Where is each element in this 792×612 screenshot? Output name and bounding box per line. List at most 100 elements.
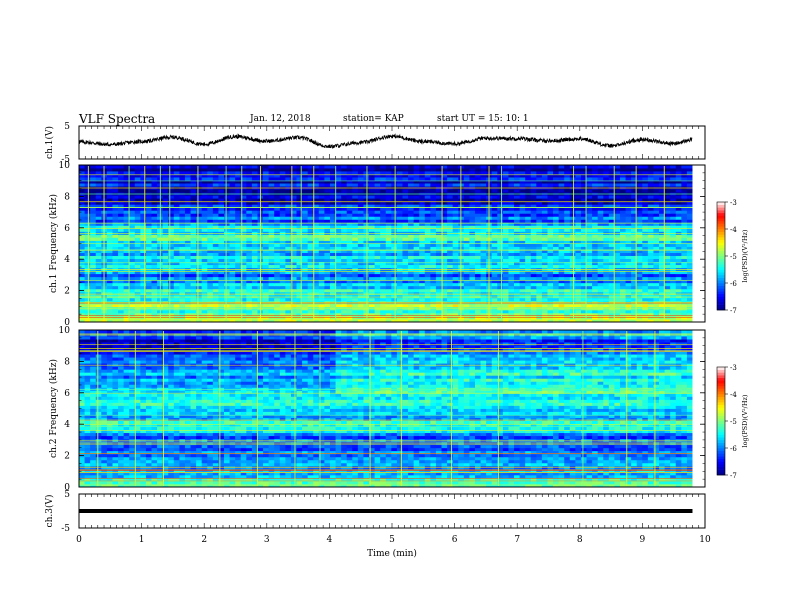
ch1-spectrogram-cell	[631, 198, 638, 202]
ch1-spectrogram-cell	[307, 258, 314, 263]
ch1-spectrogram-cell	[218, 312, 225, 317]
ch1-spectrogram-cell	[435, 228, 442, 232]
ch1-spectrogram-cell	[480, 294, 487, 299]
ch1-spectrogram-cell	[201, 252, 208, 256]
ch1-spectrogram-cell	[129, 312, 136, 317]
ch1-spectrogram-cell	[324, 273, 331, 278]
ch1-spectrogram-cell	[419, 243, 426, 247]
ch1-spectrogram-cell	[341, 249, 348, 253]
ch1-spectrogram-cell	[530, 243, 537, 247]
ch1-spectrogram-cell	[196, 228, 203, 232]
ch1-spectrogram-cell	[536, 318, 543, 323]
ch1-spectrogram-cell	[564, 219, 571, 223]
ch1-spectrogram-cell	[229, 207, 236, 211]
ch1-spectrogram-cell	[212, 285, 219, 290]
ch1-spectrogram-cell	[212, 288, 219, 293]
ch1-spectrogram-cell	[675, 255, 682, 259]
ch1-spectrogram-cell	[145, 204, 152, 208]
ch1-spectrogram-cell	[324, 198, 331, 202]
ch1-spectrogram-cell	[452, 291, 459, 296]
ch1-spectrogram-cell	[179, 201, 186, 205]
ch1-spectrogram-cell	[592, 231, 599, 235]
ch1-spectrogram-cell	[212, 261, 219, 266]
ch1-spectrogram-cell	[251, 318, 258, 323]
ch1-spectrogram-cell	[179, 243, 186, 247]
ch1-spectrogram-cell	[608, 282, 615, 287]
ch1-spectrogram-cell	[547, 252, 554, 256]
ch1-spectrogram-cell	[79, 198, 85, 202]
ch1-spectrogram-cell	[112, 291, 119, 296]
ch1-spectrogram-cell	[173, 237, 180, 241]
ch1-spectrogram-cell	[162, 207, 169, 211]
ch1-spectrogram-cell	[419, 219, 426, 223]
ch1-spectrogram-cell	[285, 243, 292, 247]
ch1-spectrogram-cell	[452, 312, 459, 317]
ch1-spectrogram-cell	[207, 288, 214, 293]
ch1-spectrogram-cell	[190, 216, 197, 220]
ch1-spectrogram-cell	[279, 231, 286, 235]
ch1-spectrogram-cell	[424, 225, 431, 229]
ch1-spectrogram-cell	[597, 237, 604, 241]
ch1-spectrogram-cell	[123, 288, 130, 293]
ch1-spectrogram-cell	[201, 240, 208, 244]
ch1-spectrogram-cell	[619, 312, 626, 317]
ch1-spectrogram-cell	[184, 246, 191, 250]
ch1-spectrogram-cell	[106, 210, 113, 214]
ch1-spectrogram-cell	[497, 282, 504, 287]
ch1-spectrogram-cell	[374, 195, 381, 199]
ch1-spectrogram-cell	[564, 297, 571, 302]
ch1-spectrogram-cell	[173, 213, 180, 217]
ch1-spectrogram-cell	[285, 234, 292, 238]
ch1-spectrogram-cell	[508, 243, 515, 247]
ch1-spectrogram-cell	[363, 222, 370, 226]
ch1-spectrogram-cell	[452, 210, 459, 214]
ch1-spectrogram-cell	[447, 297, 454, 302]
ch1-spectrogram-cell	[675, 318, 682, 323]
ch1-spectrogram-cell	[290, 318, 297, 323]
ch1-spectrogram-cell	[491, 255, 498, 259]
ch1-spectrogram-cell	[129, 228, 136, 232]
ch1-spectrogram-cell	[474, 282, 481, 287]
ch1-spectrogram-cell	[162, 210, 169, 214]
ch1-spectrogram-cell	[279, 270, 286, 275]
ch1-spectrogram-cell	[179, 213, 186, 217]
ch1-spectrogram-cell	[79, 303, 85, 308]
ch1-spectrogram-cell	[514, 261, 520, 266]
ch1-spectrogram-cell	[419, 291, 426, 296]
ch1-spectrogram-cell	[647, 249, 654, 253]
ch1-spectrogram-cell	[463, 231, 470, 235]
ch1-spectrogram-cell	[491, 288, 498, 293]
ch1-spectrogram-cell	[525, 222, 532, 226]
ch1-spectrogram-cell	[530, 231, 537, 235]
ch1-spectrogram-cell	[441, 264, 448, 269]
ch1-spectrogram-cell	[447, 270, 454, 275]
ch1-spectrogram-cell	[575, 225, 582, 229]
ch1-spectrogram-cell	[413, 204, 420, 208]
ch1-spectrogram-cell	[525, 219, 532, 223]
ch1-spectrogram-cell	[396, 216, 403, 220]
ch1-spectrogram-cell	[564, 288, 571, 293]
ch1-spectrogram-cell	[263, 309, 270, 314]
ch1-spectrogram-cell	[84, 312, 91, 317]
ch1-spectrogram-cell	[84, 276, 91, 281]
ch1-spectrogram-cell	[603, 294, 610, 299]
ch1-spectrogram-cell	[302, 225, 309, 229]
ch1-spectrogram-cell	[212, 270, 219, 275]
ch1-spectrogram-cell	[279, 246, 286, 250]
ch1-spectrogram-cell	[547, 279, 554, 284]
ch1-spectrogram-cell	[553, 264, 560, 269]
ch1-spectrogram-cell	[569, 288, 576, 293]
ch1-spectrogram-cell	[290, 261, 297, 266]
ch1-spectrogram-cell	[151, 225, 158, 229]
ch1-spectrogram-cell	[145, 213, 152, 217]
ch1-spectrogram-cell	[173, 219, 180, 223]
ch1-spectrogram-cell	[558, 219, 565, 223]
ch1-spectrogram-cell	[452, 201, 459, 205]
ch1-spectrogram-cell	[647, 201, 654, 205]
ch1-spectrogram-cell	[547, 318, 554, 323]
ch1-spectrogram-cell	[318, 303, 325, 308]
ch1-spectrogram-cell	[569, 237, 576, 241]
ch1-spectrogram-cell	[608, 237, 615, 241]
ch1-spectrogram-cell	[525, 303, 532, 308]
ch1-spectrogram-cell	[151, 246, 158, 250]
